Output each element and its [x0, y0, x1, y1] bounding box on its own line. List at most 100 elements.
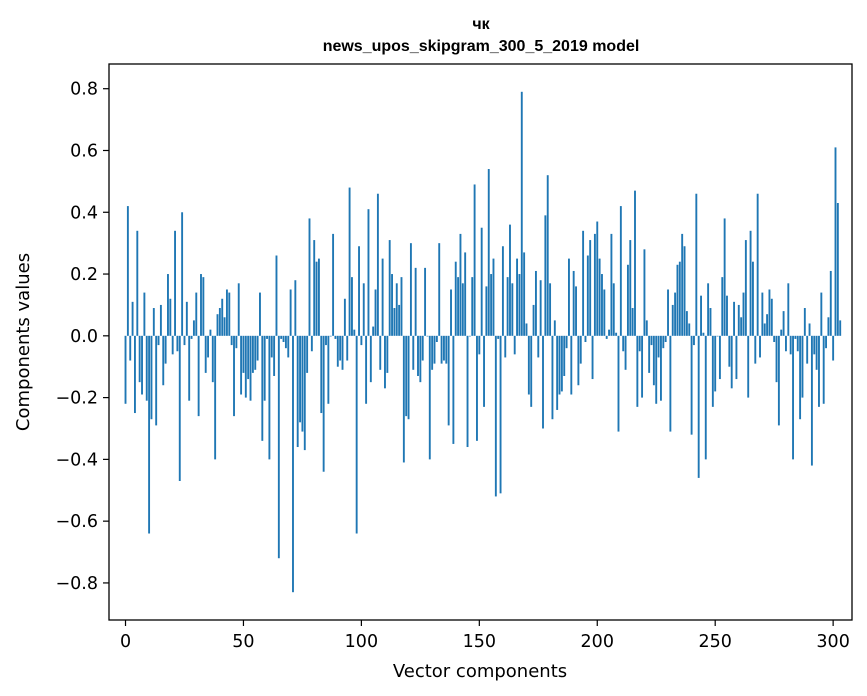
bar — [145, 335, 148, 401]
bar — [454, 261, 457, 336]
bar — [825, 335, 827, 349]
bar — [822, 335, 825, 404]
bar — [391, 274, 393, 336]
bar — [792, 335, 794, 460]
bar — [634, 190, 636, 336]
bar — [803, 308, 806, 336]
x-axis-label: Vector components — [393, 661, 567, 682]
bar — [181, 212, 184, 336]
bar — [450, 289, 452, 336]
bar — [362, 283, 365, 336]
bar — [320, 335, 323, 414]
bar — [400, 277, 403, 336]
bar — [174, 230, 176, 336]
bar — [315, 261, 318, 336]
bar — [431, 335, 434, 370]
bar — [136, 230, 139, 336]
bar — [162, 335, 165, 386]
y-tick-label: 0.0 — [70, 327, 98, 347]
bar — [619, 206, 622, 336]
bar — [631, 308, 634, 336]
bar — [815, 335, 818, 370]
bar — [568, 258, 570, 336]
bar — [695, 193, 698, 336]
bar — [751, 261, 754, 336]
x-tick-label: 300 — [816, 632, 849, 652]
bar — [485, 286, 488, 336]
bar — [780, 329, 783, 336]
y-tick-label: −0.8 — [56, 574, 99, 594]
bar — [799, 335, 802, 420]
x-tick-label: 150 — [463, 632, 496, 652]
bar — [577, 335, 580, 386]
bar — [763, 323, 766, 336]
bar — [829, 270, 832, 336]
bar — [608, 329, 610, 336]
bar — [473, 184, 476, 336]
bar — [277, 335, 280, 559]
bar — [459, 233, 462, 336]
bar — [836, 203, 839, 336]
bar — [560, 335, 563, 392]
bar — [209, 329, 212, 336]
bar — [688, 323, 691, 336]
bar — [617, 335, 620, 432]
bar — [480, 227, 483, 336]
bar — [164, 335, 167, 364]
bar — [839, 320, 842, 336]
bar — [183, 335, 186, 346]
chart-subtitle: news_upos_skipgram_300_5_2019 model — [323, 38, 640, 55]
x-tick-label: 250 — [698, 632, 731, 652]
bar — [655, 335, 658, 404]
bar — [563, 335, 566, 376]
bar — [707, 283, 710, 336]
bar — [299, 335, 301, 423]
bar — [773, 335, 776, 342]
plot-frame — [108, 63, 853, 621]
bar — [440, 335, 443, 364]
bar — [582, 230, 585, 336]
bar — [221, 298, 224, 336]
bar — [565, 335, 568, 349]
bar — [534, 270, 537, 336]
bar — [558, 335, 561, 395]
bar — [313, 240, 316, 336]
bar — [747, 335, 750, 398]
bar — [487, 169, 490, 336]
bar — [584, 335, 587, 342]
bar — [551, 335, 554, 420]
bar — [409, 243, 412, 336]
bar — [530, 335, 533, 407]
bar — [360, 335, 363, 346]
y-axis-ticks: −0.8 −0.6 −0.4 −0.2 0.0 0.2 0.4 0.6 0.8 — [56, 80, 109, 594]
bar — [249, 335, 252, 401]
bar — [539, 280, 542, 336]
bar — [237, 283, 240, 336]
bar — [261, 335, 264, 441]
y-tick-label: 0.2 — [70, 265, 98, 285]
bar — [275, 255, 278, 336]
bar — [636, 335, 639, 407]
bar — [379, 335, 382, 370]
bar — [369, 335, 372, 383]
bar — [263, 335, 266, 401]
bar — [405, 335, 408, 417]
bar — [483, 335, 485, 407]
bar — [301, 335, 304, 432]
bar — [294, 280, 297, 336]
bar — [579, 335, 582, 364]
bar — [726, 295, 728, 336]
bar — [131, 301, 134, 336]
bar — [683, 246, 686, 336]
x-axis-ticks: 0 50 100 150 200 250 300 — [120, 620, 850, 652]
bar — [520, 91, 523, 336]
bar — [754, 335, 757, 364]
bar — [643, 249, 646, 336]
bar — [468, 335, 471, 337]
bar — [185, 301, 188, 336]
bar — [428, 335, 431, 460]
bar — [268, 335, 271, 460]
bar — [759, 335, 761, 358]
